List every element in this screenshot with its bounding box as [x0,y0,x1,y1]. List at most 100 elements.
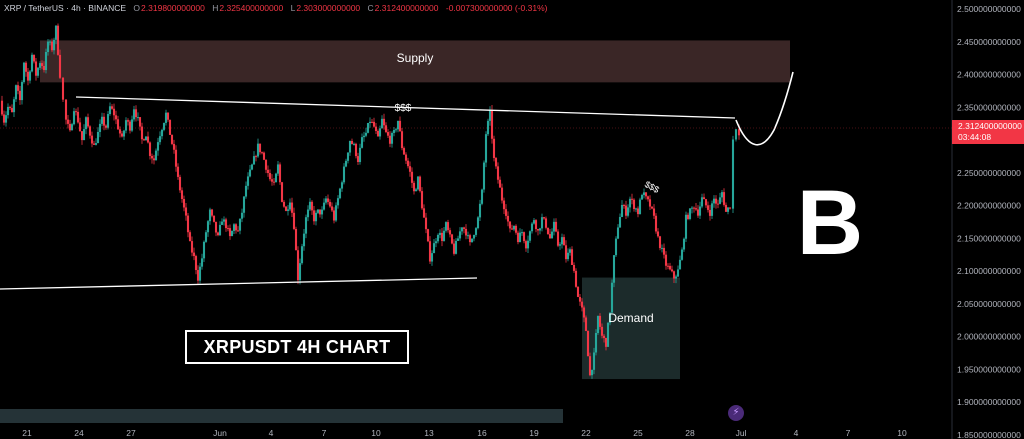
price-tick-label: 2.050000000000 [957,299,1021,309]
candle-body [358,147,362,163]
candle-body [336,198,340,206]
candle-body [498,179,502,188]
candle-body [50,41,54,51]
candle-body [84,117,88,130]
candle-body [78,122,82,132]
candle-body [176,166,180,177]
candle-body [188,232,192,242]
candle-body [30,54,34,72]
candle-body [104,125,108,128]
candle-body [592,352,596,370]
candle-body [550,231,554,239]
candle-body [20,82,24,101]
candle-body [560,237,564,245]
resistance-trendline [75,96,736,119]
candle-body [210,209,214,216]
candle-body [538,228,542,231]
candle-body [562,237,566,246]
candle-body [542,217,546,219]
candle-body [112,108,116,116]
price-tick-label: 2.350000000000 [957,102,1021,112]
candle-body [272,181,276,183]
candle-body [190,241,194,253]
candle-body [650,206,654,209]
candle-body [12,99,16,113]
candle-body [484,134,488,163]
candle-body [526,240,530,249]
candle-body [634,208,638,210]
candle-body [728,207,732,209]
candle-body [492,138,496,158]
candle-body [278,164,282,183]
candle-body [430,253,434,262]
candle-body [476,217,480,229]
high-value: 2.325400000000 [219,3,284,13]
candle-body [202,241,206,259]
candle-body [446,222,450,231]
candle-body [108,106,112,115]
candle-body [338,188,342,199]
candle-body [102,116,106,126]
candle-body [252,156,256,165]
supply-zone [40,40,790,83]
candle-body [428,241,432,262]
candle-body [198,266,202,281]
candle-body [120,133,124,137]
candle-body [348,140,352,153]
candle-body [156,142,160,151]
candle-body [128,121,132,131]
candle-body [734,129,738,140]
candle-body [676,269,680,277]
candle-body [456,238,460,241]
candle-body [504,209,508,216]
candle-body [82,129,86,141]
watermark-logo: B [797,172,863,274]
candle-body [340,182,344,189]
symbol-name[interactable]: XRP / TetherUS · 4h · BINANCE [4,3,127,13]
candle-body [122,130,126,137]
candle-body [222,219,226,222]
candle-body [652,208,656,216]
candle-body [146,136,150,143]
candle-body [144,136,148,141]
liquidity-label-top: $$$ [395,103,412,114]
candle-body [248,169,252,177]
candle-body [132,109,136,120]
close-label: C [367,3,374,13]
candle-body [68,123,72,131]
candle-body [702,197,706,200]
candle-body [606,322,610,347]
candle-body [600,326,604,336]
candle-body [718,197,722,204]
candle-body [672,271,676,279]
candle-body [174,149,178,167]
candle-body [500,187,504,201]
candle-body [134,109,138,118]
candle-body [6,106,10,116]
candle-body [138,117,142,127]
candle-body [696,209,700,216]
candle-body [614,238,618,256]
candle-body [256,143,260,157]
candle-body [724,204,728,212]
price-tick-label: 2.450000000000 [957,37,1021,47]
candle-body [370,121,374,123]
candle-body [200,258,204,267]
candle-body [26,71,30,81]
symbol-header[interactable]: XRP / TetherUS · 4h · BINANCE O2.3198000… [4,3,552,13]
candle-body [514,225,518,233]
candle-body [420,191,424,209]
candle-body [362,135,366,138]
candle-body [408,166,412,172]
candle-body [460,227,464,232]
candle-body [320,209,324,215]
candle-body [737,129,741,136]
candle-body [414,189,418,192]
candle-body [570,249,574,265]
candle-body [94,143,98,145]
candle-body [118,129,122,134]
lightning-icon[interactable]: ⚡ [728,405,744,421]
candle-body [588,356,592,376]
candle-body [666,265,670,267]
